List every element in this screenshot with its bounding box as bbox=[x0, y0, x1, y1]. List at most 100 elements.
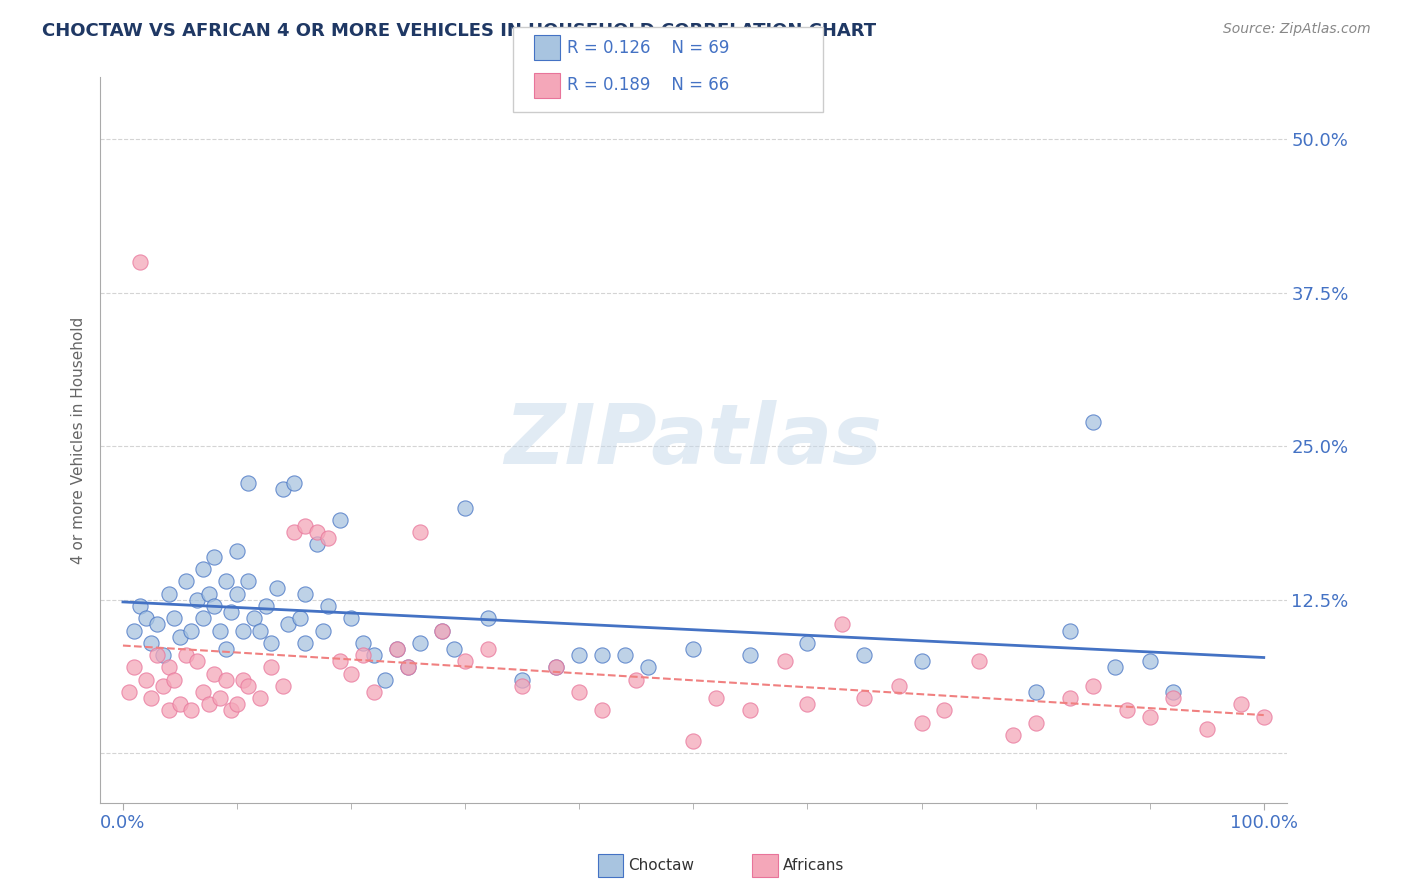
Point bbox=[146, 648, 169, 662]
Point bbox=[174, 648, 197, 662]
Point bbox=[1230, 698, 1253, 712]
Point bbox=[271, 482, 294, 496]
Point bbox=[340, 611, 363, 625]
Point bbox=[214, 574, 236, 589]
Point bbox=[249, 624, 271, 638]
Point bbox=[271, 679, 294, 693]
Point bbox=[352, 648, 374, 662]
Point bbox=[1195, 722, 1218, 736]
Point bbox=[796, 636, 818, 650]
Point bbox=[396, 660, 419, 674]
Point bbox=[208, 691, 231, 706]
Point bbox=[169, 630, 191, 644]
Point bbox=[910, 715, 932, 730]
Point bbox=[329, 654, 352, 668]
Point bbox=[141, 636, 163, 650]
Point bbox=[316, 599, 339, 613]
Point bbox=[1139, 654, 1161, 668]
Point bbox=[682, 734, 704, 748]
Text: Choctaw: Choctaw bbox=[628, 858, 695, 872]
Point bbox=[1161, 685, 1184, 699]
Point bbox=[454, 654, 477, 668]
Point bbox=[568, 648, 591, 662]
Point bbox=[243, 611, 266, 625]
Point bbox=[396, 660, 419, 674]
Point bbox=[682, 642, 704, 657]
Point bbox=[238, 574, 260, 589]
Point bbox=[1081, 679, 1104, 693]
Point bbox=[226, 543, 249, 558]
Text: ZIPatlas: ZIPatlas bbox=[505, 400, 883, 481]
Point bbox=[454, 500, 477, 515]
Point bbox=[305, 537, 328, 551]
Point bbox=[1104, 660, 1126, 674]
Point bbox=[831, 617, 853, 632]
Point bbox=[443, 642, 465, 657]
Text: CHOCTAW VS AFRICAN 4 OR MORE VEHICLES IN HOUSEHOLD CORRELATION CHART: CHOCTAW VS AFRICAN 4 OR MORE VEHICLES IN… bbox=[42, 22, 876, 40]
Point bbox=[305, 525, 328, 540]
Point bbox=[1253, 709, 1275, 723]
Point bbox=[294, 519, 316, 533]
Point bbox=[186, 592, 208, 607]
Point bbox=[637, 660, 659, 674]
Point bbox=[934, 703, 956, 717]
Text: Source: ZipAtlas.com: Source: ZipAtlas.com bbox=[1223, 22, 1371, 37]
Point bbox=[202, 599, 225, 613]
Point bbox=[157, 660, 180, 674]
Point bbox=[157, 587, 180, 601]
Point bbox=[329, 513, 352, 527]
Point bbox=[385, 642, 408, 657]
Point bbox=[266, 581, 288, 595]
Point bbox=[202, 549, 225, 564]
Point bbox=[254, 599, 277, 613]
Point bbox=[432, 624, 454, 638]
Point bbox=[157, 703, 180, 717]
Point bbox=[197, 587, 219, 601]
Point bbox=[174, 574, 197, 589]
Point bbox=[385, 642, 408, 657]
Point bbox=[1139, 709, 1161, 723]
Point bbox=[238, 679, 260, 693]
Point bbox=[163, 611, 186, 625]
Point bbox=[796, 698, 818, 712]
Point bbox=[214, 642, 236, 657]
Point bbox=[967, 654, 990, 668]
Point bbox=[186, 654, 208, 668]
Point bbox=[316, 532, 339, 546]
Point bbox=[374, 673, 396, 687]
Point bbox=[169, 698, 191, 712]
Point bbox=[546, 660, 568, 674]
Point bbox=[510, 673, 533, 687]
Point bbox=[260, 660, 283, 674]
Point bbox=[152, 679, 174, 693]
Point bbox=[135, 673, 157, 687]
Point bbox=[180, 703, 202, 717]
Point bbox=[1025, 715, 1047, 730]
Point bbox=[191, 685, 214, 699]
Point bbox=[311, 624, 333, 638]
Point bbox=[568, 685, 591, 699]
Point bbox=[208, 624, 231, 638]
Point bbox=[591, 703, 613, 717]
Point bbox=[202, 666, 225, 681]
Point bbox=[238, 476, 260, 491]
Point bbox=[591, 648, 613, 662]
Point bbox=[408, 525, 430, 540]
Point bbox=[135, 611, 157, 625]
Point bbox=[853, 648, 876, 662]
Point bbox=[352, 636, 374, 650]
Point bbox=[740, 703, 762, 717]
Point bbox=[288, 611, 311, 625]
Point bbox=[141, 691, 163, 706]
Point bbox=[363, 685, 385, 699]
Point bbox=[773, 654, 796, 668]
Point bbox=[704, 691, 727, 706]
Point bbox=[340, 666, 363, 681]
Point bbox=[887, 679, 910, 693]
Point bbox=[477, 611, 499, 625]
Text: Africans: Africans bbox=[783, 858, 845, 872]
Y-axis label: 4 or more Vehicles in Household: 4 or more Vehicles in Household bbox=[72, 317, 86, 564]
Point bbox=[129, 599, 152, 613]
Point bbox=[152, 648, 174, 662]
Point bbox=[197, 698, 219, 712]
